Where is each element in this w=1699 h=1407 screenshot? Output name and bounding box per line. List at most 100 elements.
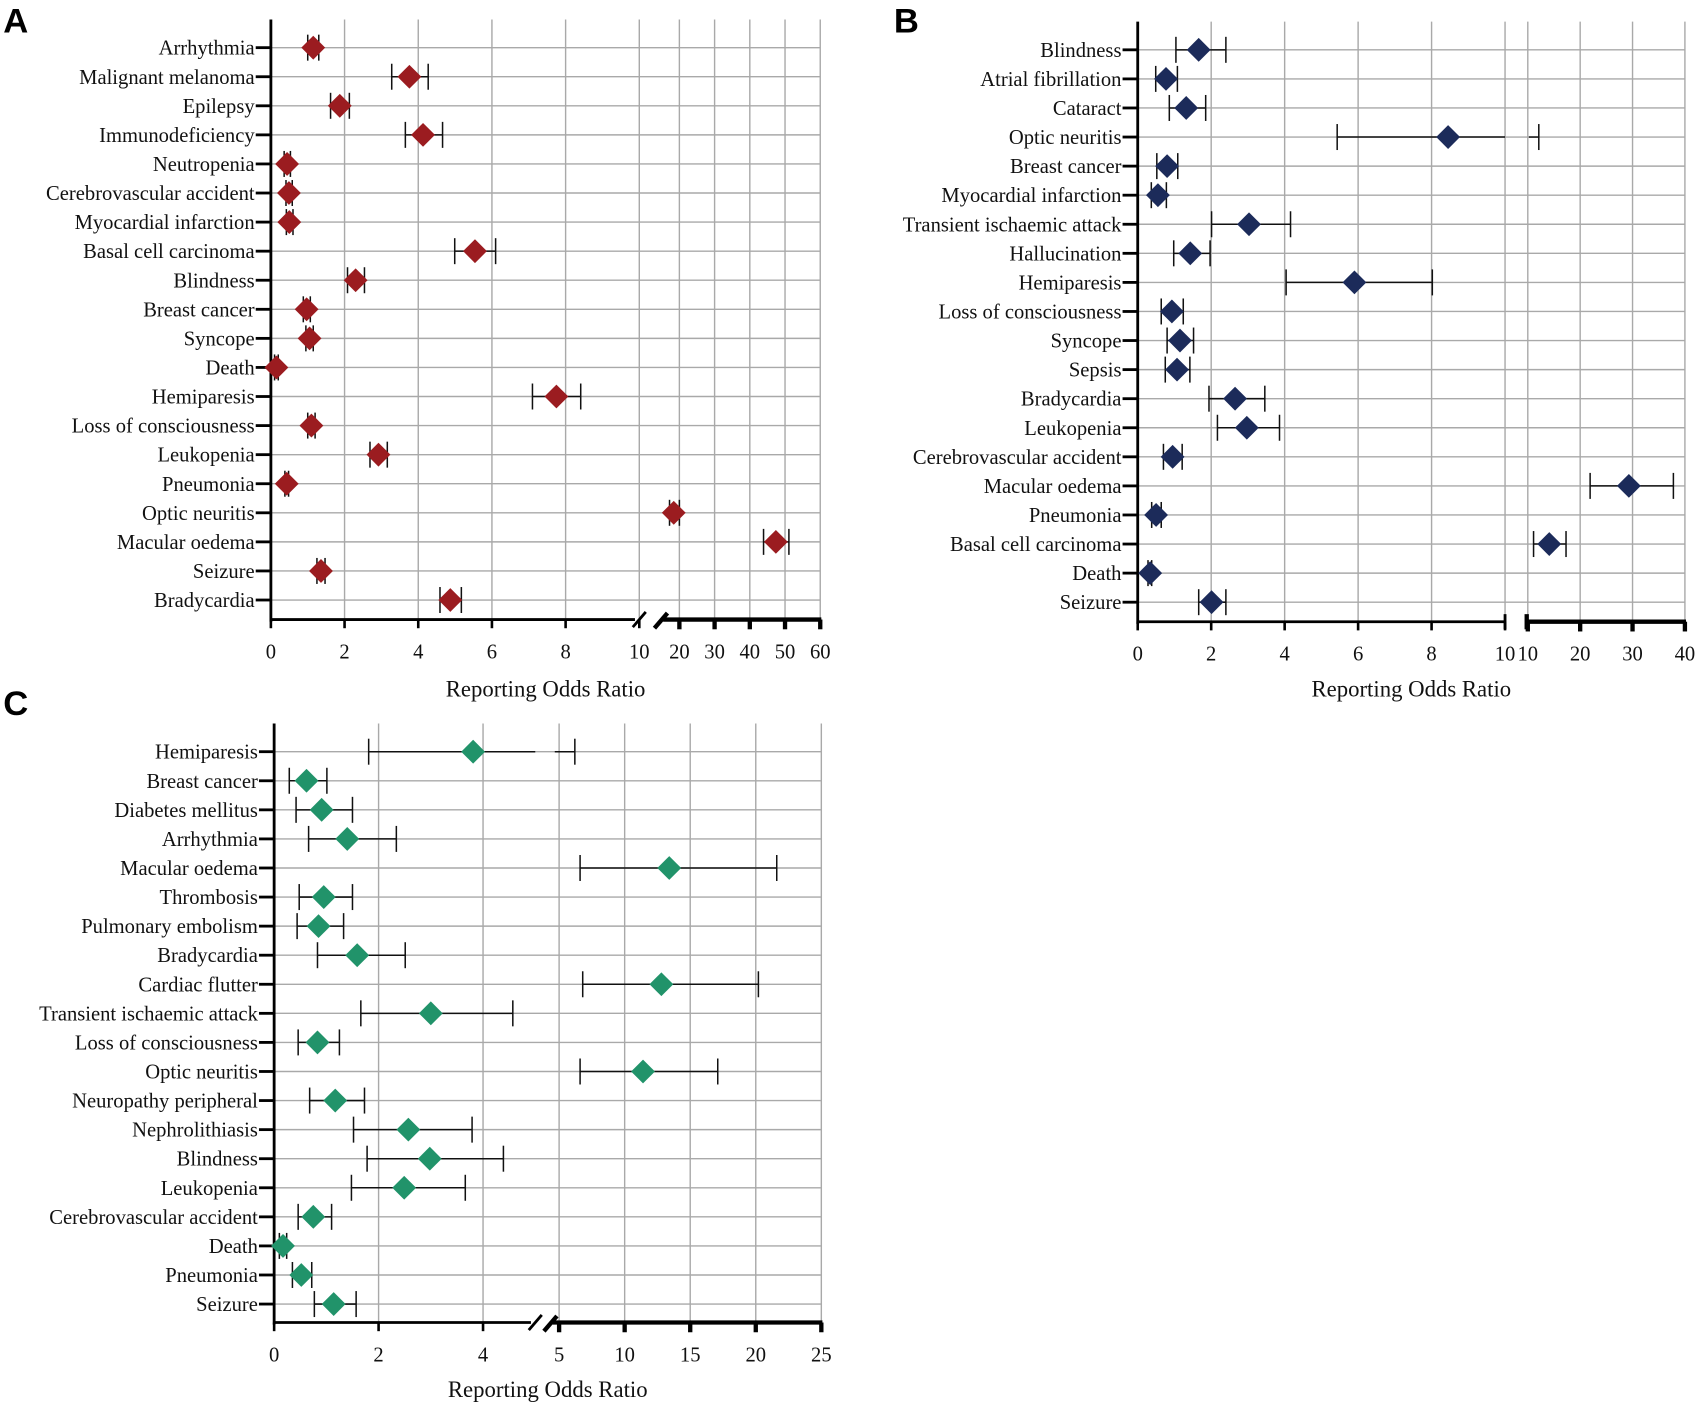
ror-point-marker — [1237, 212, 1261, 237]
row-cerebrovascular-accident: Cerebrovascular accident — [46, 180, 301, 207]
ror-point-marker — [327, 93, 352, 118]
row-label: Transient ischaemic attack — [39, 1003, 258, 1025]
row-label: Blindness — [177, 1149, 258, 1171]
x-axis-label: Reporting Odds Ratio — [448, 1377, 648, 1402]
x-tick-label: 6 — [487, 642, 497, 664]
ror-point-marker — [544, 384, 569, 409]
row-label: Cerebrovascular accident — [46, 183, 255, 205]
row-hallucination: Hallucination — [1009, 240, 1211, 267]
row-leukopenia: Leukopenia — [157, 441, 391, 468]
row-label: Basal cell carcinoma — [950, 534, 1121, 556]
ror-point-marker — [277, 210, 302, 235]
ror-point-marker — [1165, 357, 1189, 382]
row-epilepsy: Epilepsy — [183, 92, 352, 119]
row-label: Arrhythmia — [159, 38, 255, 60]
panel-B: B 0 2 4 6 8 10 10 20 30 40 Reporting Odds Ratio Blin… — [894, 2, 1695, 701]
row-pulmonary-embolism: Pulmonary embolism — [81, 913, 345, 940]
ror-point-marker — [411, 122, 435, 147]
row-label: Basal cell carcinoma — [83, 241, 254, 263]
ror-point-marker — [274, 471, 299, 496]
row-label: Cerebrovascular accident — [913, 447, 1122, 469]
row-label: Thrombosis — [160, 887, 258, 909]
row-label: Death — [209, 1236, 259, 1258]
row-hemiparesis: Hemiparesis — [152, 383, 582, 410]
row-bradycardia: Bradycardia — [157, 942, 406, 969]
ror-point-marker — [1616, 473, 1641, 498]
ror-point-marker — [1146, 183, 1170, 208]
ror-point-marker — [294, 297, 319, 322]
x-axis-label: Reporting Odds Ratio — [446, 676, 646, 701]
panel-letter: B — [894, 2, 919, 40]
ror-point-marker — [1199, 590, 1224, 615]
row-label: Macular oedema — [120, 858, 258, 880]
ror-point-marker — [1537, 532, 1562, 556]
ror-point-marker — [417, 1146, 442, 1171]
row-macular-oedema: Macular oedema — [117, 528, 790, 555]
ror-point-marker — [299, 413, 324, 438]
row-label: Sepsis — [1069, 360, 1122, 382]
ror-point-marker — [438, 588, 463, 612]
row-label: Pulmonary embolism — [81, 916, 258, 938]
ror-point-marker — [343, 268, 368, 293]
row-label: Bradycardia — [154, 590, 255, 612]
row-cataract: Cataract — [1053, 94, 1207, 121]
x-tick-label: 8 — [1426, 644, 1436, 666]
row-pneumonia: Pneumonia — [165, 1261, 314, 1288]
axis-break-mark — [542, 1314, 559, 1333]
ror-point-marker — [1168, 328, 1192, 353]
ror-point-marker — [305, 1030, 330, 1055]
row-label: Blindness — [1040, 40, 1121, 62]
x-tick-label: 40 — [740, 642, 761, 664]
ror-point-marker — [397, 64, 422, 89]
row-label: Myocardial infarction — [75, 212, 255, 234]
ror-point-marker — [311, 885, 336, 909]
x-tick-label: 60 — [810, 642, 831, 664]
row-label: Hemiparesis — [1019, 272, 1122, 294]
row-label: Loss of consciousness — [72, 416, 255, 438]
ror-point-marker — [1186, 37, 1211, 62]
row-label: Seizure — [196, 1294, 258, 1316]
ror-point-marker — [294, 768, 319, 793]
ror-point-marker — [1174, 96, 1199, 120]
row-label: Neutropenia — [153, 154, 255, 176]
row-syncope: Syncope — [1051, 327, 1195, 354]
ror-point-marker — [1144, 503, 1169, 527]
row-label: Hallucination — [1009, 243, 1121, 265]
x-tick-label: 4 — [478, 1345, 488, 1367]
row-label: Transient ischaemic attack — [903, 214, 1122, 236]
row-label: Leukopenia — [1024, 418, 1121, 440]
row-label: Breast cancer — [143, 299, 255, 321]
x-tick-label: 0 — [269, 1345, 279, 1367]
ror-point-marker — [1154, 66, 1178, 91]
ror-point-marker — [1223, 386, 1247, 411]
row-label: Death — [1072, 563, 1122, 585]
axis-break-mark — [652, 611, 670, 630]
ror-point-marker — [396, 1117, 421, 1142]
row-label: Breast cancer — [146, 771, 258, 793]
row-nephrolithiasis: Nephrolithiasis — [132, 1116, 473, 1143]
ror-point-marker — [1436, 125, 1461, 149]
row-bradycardia: Bradycardia — [154, 587, 463, 614]
x-tick-label: 2 — [339, 642, 349, 664]
row-loss-of-consciousness: Loss of consciousness — [72, 412, 324, 439]
x-tick-label: 4 — [1280, 644, 1290, 666]
row-optic-neuritis: Optic neuritis — [142, 499, 686, 526]
x-tick-label: 4 — [413, 642, 423, 664]
row-label: Epilepsy — [183, 96, 256, 118]
ror-point-marker — [1234, 415, 1259, 440]
row-breast-cancer: Breast cancer — [143, 296, 319, 323]
ror-point-marker — [301, 35, 326, 60]
row-label: Syncope — [1051, 331, 1122, 353]
panel-letter: C — [3, 685, 28, 723]
ror-point-marker — [631, 1059, 655, 1084]
row-label: Cataract — [1053, 98, 1122, 120]
ror-point-marker — [309, 559, 333, 583]
row-neutropenia: Neutropenia — [153, 150, 300, 177]
row-label: Syncope — [184, 328, 255, 350]
row-blindness: Blindness — [1040, 36, 1227, 63]
ror-point-marker — [461, 739, 486, 764]
row-optic-neuritis: Optic neuritis — [1009, 124, 1540, 151]
x-tick-label: 5 — [554, 1345, 564, 1367]
x-tick-label: 10 — [629, 642, 650, 664]
row-label: Myocardial infarction — [941, 185, 1121, 207]
